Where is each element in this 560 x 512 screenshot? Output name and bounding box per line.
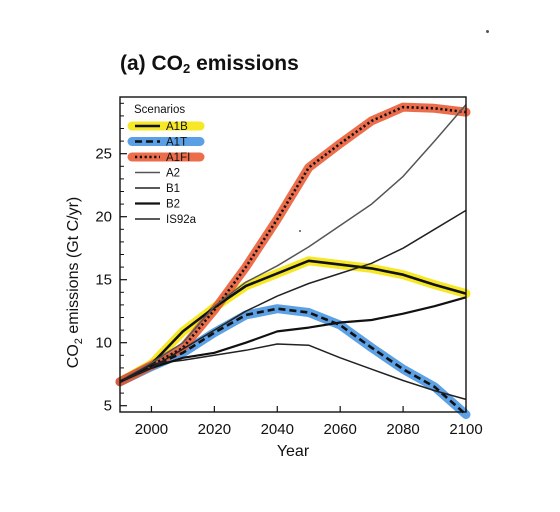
x-tick-label: 2060	[323, 421, 356, 438]
y-tick-label: 15	[95, 272, 112, 289]
series-a1t-line	[119, 307, 467, 416]
legend-a1b-label: A1B	[166, 121, 188, 133]
legend-a1t-label: A1T	[166, 137, 187, 149]
x-tick-label: 2040	[261, 421, 294, 438]
y-minor-ticks	[120, 102, 124, 394]
x-tick-label: 2000	[135, 421, 168, 438]
legend-is92a-label: IS92a	[166, 214, 197, 226]
series-a1b-line	[119, 259, 467, 383]
y-axis-ticks: 5 10 15 20 25	[95, 146, 127, 415]
x-axis-title: Year	[277, 443, 310, 460]
y-tick-label: 10	[95, 335, 112, 352]
legend-b2-label: B2	[166, 199, 180, 211]
legend-a2-label: A2	[166, 168, 180, 180]
scan-speck	[486, 30, 489, 33]
legend: Scenarios A1B A1T A1FI A2 B1 B2 IS92a	[127, 104, 205, 226]
x-tick-label: 2080	[386, 421, 419, 438]
y-axis-title: CO2 emissions (Gt C/yr)	[65, 197, 85, 368]
x-tick-label: 2100	[449, 421, 482, 438]
series-b1-line	[119, 343, 467, 401]
legend-b1-label: B1	[166, 183, 180, 195]
y-tick-label: 25	[95, 146, 112, 163]
series-lines	[119, 104, 467, 416]
y-tick-label: 20	[95, 209, 112, 226]
series-b2-line	[119, 296, 467, 383]
chart-title: (a) CO2 emissions	[120, 52, 299, 76]
x-axis-ticks: 2000 2020 2040 2060 2080 2100	[135, 406, 483, 438]
legend-title: Scenarios	[134, 104, 185, 116]
series-a1fi-line	[119, 105, 467, 383]
legend-a1fi-label: A1FI	[166, 152, 190, 164]
series-is92a-line	[119, 209, 467, 383]
series-a2-line	[119, 104, 467, 383]
x-tick-label: 2020	[198, 421, 231, 438]
y-tick-label: 5	[104, 398, 112, 415]
scan-speck	[299, 230, 301, 232]
